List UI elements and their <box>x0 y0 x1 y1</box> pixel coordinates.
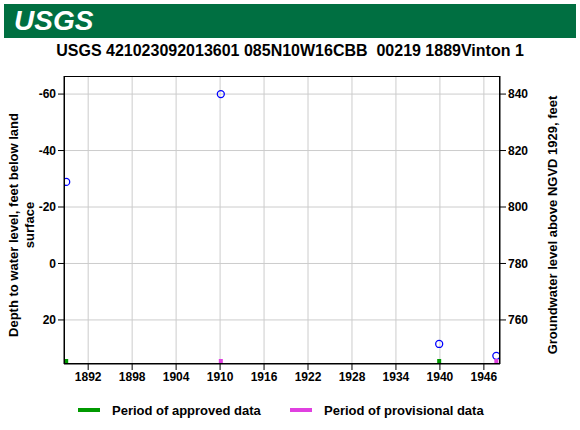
svg-text:840: 840 <box>508 87 528 101</box>
svg-text:-40: -40 <box>39 144 57 158</box>
svg-text:780: 780 <box>508 257 528 271</box>
svg-text:1946: 1946 <box>471 370 498 384</box>
html-text:Depth to water level, feet bel: Depth to water level, feet below land su… <box>6 113 37 337</box>
svg-text:1898: 1898 <box>119 370 146 384</box>
html-text:Period of approved data: Period of approved data <box>112 402 261 418</box>
svg-text:800: 800 <box>508 200 528 214</box>
svg-text:1904: 1904 <box>163 370 190 384</box>
svg-text:760: 760 <box>508 313 528 327</box>
html-text:USGS: USGS <box>14 5 94 36</box>
svg-text:1910: 1910 <box>207 370 234 384</box>
svg-text:1934: 1934 <box>383 370 410 384</box>
svg-text:-60: -60 <box>39 87 57 101</box>
svg-text:1916: 1916 <box>251 370 278 384</box>
svg-text:1922: 1922 <box>295 370 322 384</box>
html-text:Groundwater level above NGVD 1: Groundwater level above NGVD 1929, feet <box>545 95 560 355</box>
svg-text:820: 820 <box>508 144 528 158</box>
html-text:USGS 421023092013601 085N10W16: USGS 421023092013601 085N10W16CBB 00219 … <box>56 42 524 59</box>
svg-text:20: 20 <box>43 313 57 327</box>
svg-text:0: 0 <box>49 257 56 271</box>
svg-text:1928: 1928 <box>339 370 366 384</box>
svg-text:-20: -20 <box>39 200 57 214</box>
svg-text:1940: 1940 <box>427 370 454 384</box>
html-text:Period of provisional data: Period of provisional data <box>324 402 484 418</box>
svg-text:1892: 1892 <box>75 370 102 384</box>
